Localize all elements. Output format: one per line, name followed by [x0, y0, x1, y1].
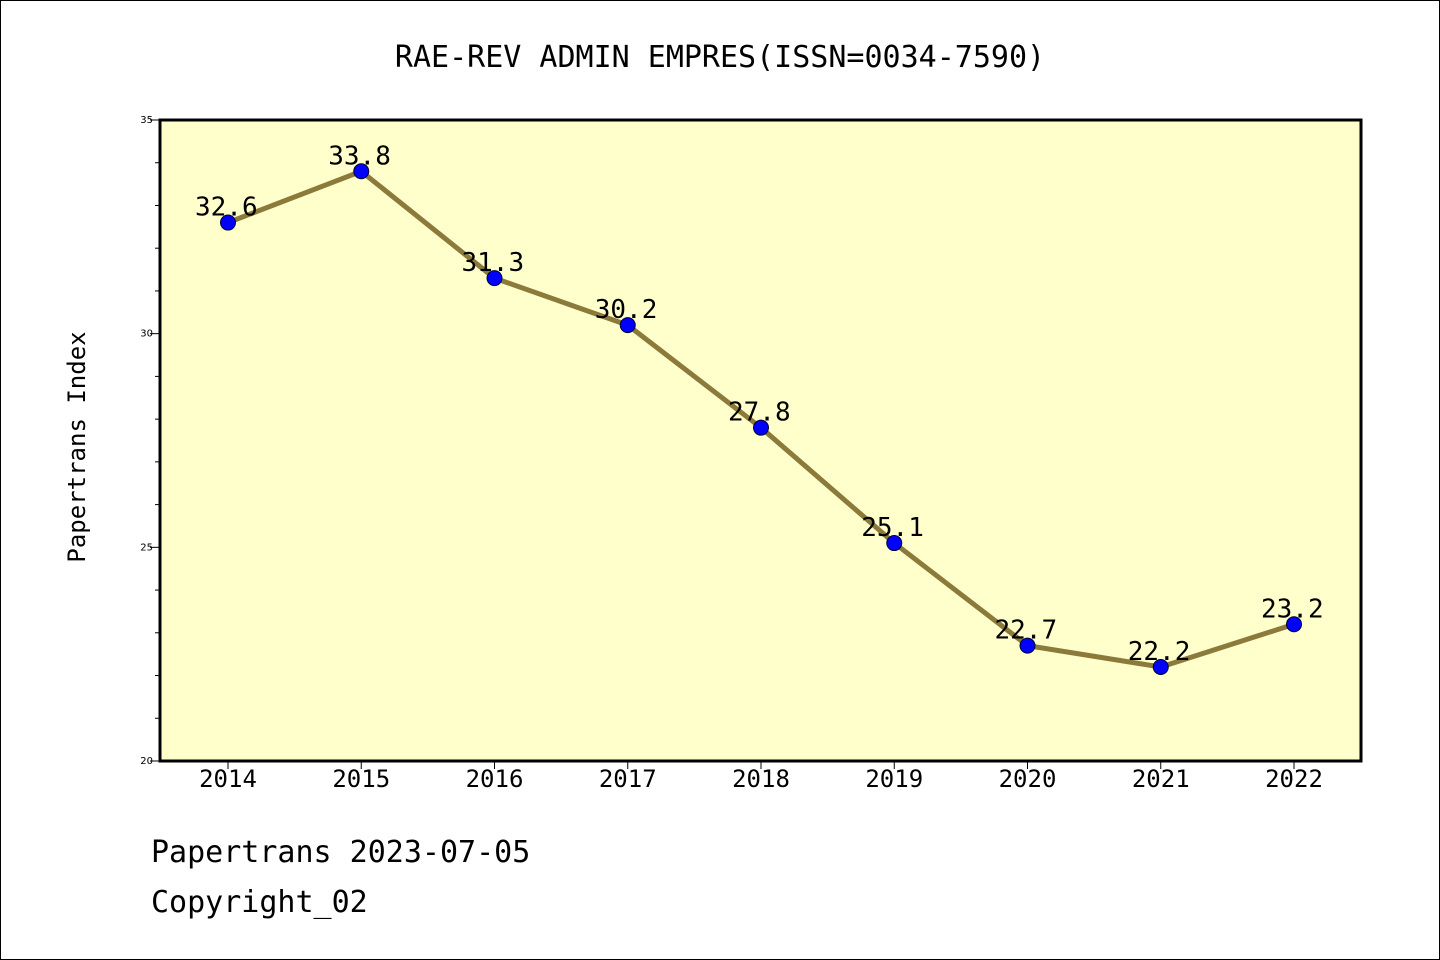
data-point — [753, 419, 769, 436]
data-label: 23.2 — [1261, 594, 1324, 624]
y-axis-label: Papertrans Index — [63, 331, 91, 562]
data-label: 30.2 — [595, 295, 658, 325]
footer-source: Papertrans 2023-07-05 — [151, 835, 531, 870]
data-labels: 32.6 33.8 31.3 30.2 27.8 25.1 22.7 22.2 23.2 — [195, 141, 1324, 667]
x-tick-label: 2021 — [1132, 765, 1190, 793]
x-tick-label: 2014 — [199, 765, 257, 793]
data-point — [1152, 658, 1169, 675]
y-tick-label: 35 — [140, 115, 153, 126]
data-label: 31.3 — [462, 248, 525, 278]
plot-area — [158, 118, 1363, 763]
x-tick-label: 2017 — [599, 765, 657, 793]
x-tick-label: 2022 — [1265, 765, 1323, 793]
data-label: 22.7 — [995, 616, 1058, 646]
footer-copyright: Copyright_02 — [151, 885, 368, 920]
x-axis: 2014 2015 2016 2017 2018 2019 2020 2021 2022 — [199, 761, 1323, 793]
x-tick-label: 2019 — [865, 765, 923, 793]
data-point — [886, 535, 903, 552]
x-tick-label: 2020 — [999, 765, 1057, 793]
data-label: 27.8 — [728, 398, 791, 428]
data-points — [220, 163, 1302, 675]
data-label: 22.2 — [1128, 637, 1191, 667]
data-point — [1019, 637, 1036, 654]
x-tick-label: 2015 — [332, 765, 390, 793]
data-point — [1286, 616, 1302, 633]
x-tick-label: 2018 — [732, 765, 790, 793]
y-tick-label: 25 — [140, 542, 153, 553]
y-tick-label: 30 — [140, 329, 153, 340]
data-point — [619, 317, 636, 334]
data-point — [220, 214, 236, 231]
chart-title: RAE-REV ADMIN EMPRES(ISSN=0034-7590) — [395, 40, 1045, 75]
y-tick-label: 20 — [140, 756, 153, 767]
y-axis: 20 25 30 35 — [140, 115, 160, 767]
data-point — [353, 163, 370, 180]
x-tick-label: 2016 — [466, 765, 524, 793]
data-point — [486, 270, 503, 287]
data-label: 25.1 — [861, 513, 924, 543]
data-label: 32.6 — [195, 193, 258, 223]
data-label: 33.8 — [328, 141, 391, 171]
